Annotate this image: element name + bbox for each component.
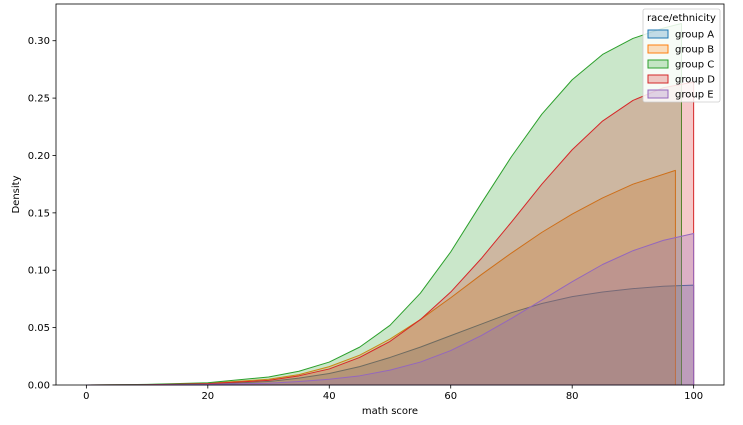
legend-swatch bbox=[647, 44, 669, 54]
legend-label: group B bbox=[675, 45, 714, 56]
legend-items: group A group B group C group D group E bbox=[647, 29, 715, 101]
series-areas bbox=[85, 23, 695, 386]
y-tick-label: 0.20 bbox=[28, 151, 50, 162]
legend-label: group E bbox=[675, 90, 714, 101]
y-tick-label: 0.10 bbox=[28, 266, 50, 277]
plot-frame bbox=[55, 3, 725, 386]
x-axis-label: math score bbox=[362, 406, 418, 417]
legend-box bbox=[642, 8, 721, 103]
legend-title: race/ethnicity bbox=[647, 13, 716, 24]
x-axis: 0 20 40 60 80 100 bbox=[83, 385, 703, 402]
y-tick-label: 0.30 bbox=[28, 36, 50, 47]
y-tick-label: 0.05 bbox=[28, 323, 50, 334]
y-tick-label: 0.15 bbox=[28, 208, 50, 219]
x-tick-label: 100 bbox=[684, 391, 703, 402]
y-axis-label: Density bbox=[11, 175, 22, 213]
x-tick-label: 60 bbox=[444, 391, 457, 402]
legend-swatch bbox=[647, 89, 669, 99]
legend-swatch bbox=[647, 74, 669, 84]
area-group-e bbox=[85, 233, 695, 386]
x-tick-label: 40 bbox=[323, 391, 336, 402]
y-tick-label: 0.25 bbox=[28, 94, 50, 105]
x-tick-label: 80 bbox=[566, 391, 579, 402]
legend-label: group A bbox=[675, 30, 714, 41]
x-tick-label: 0 bbox=[83, 391, 89, 402]
area-group-a bbox=[85, 284, 695, 386]
y-tick-label: 0.00 bbox=[28, 381, 50, 392]
y-axis: 0.00 0.05 0.10 0.15 0.20 0.25 0.30 bbox=[28, 36, 56, 392]
x-tick-label: 20 bbox=[201, 391, 214, 402]
legend-swatch bbox=[647, 59, 669, 69]
legend-label: group C bbox=[675, 60, 714, 71]
legend-label: group D bbox=[675, 75, 715, 86]
legend-swatch bbox=[647, 29, 669, 39]
